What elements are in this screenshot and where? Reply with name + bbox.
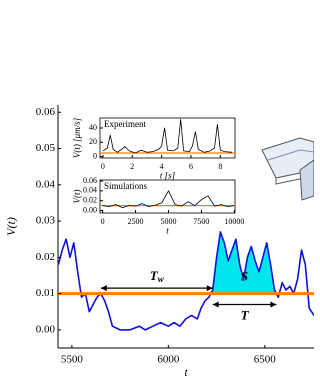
- y-tick-label: 0.05: [36, 142, 56, 154]
- x-tick-label: 2: [130, 162, 134, 171]
- x-tick-label: 5000: [160, 217, 176, 226]
- x-tick-label: 0: [101, 162, 105, 171]
- series-line: [58, 231, 314, 331]
- annotation-label: T: [241, 307, 250, 322]
- annotation-label: Tw: [150, 268, 165, 284]
- y-tick-label: 0.04: [36, 178, 56, 190]
- y-tick-label: 0: [93, 151, 97, 160]
- x-tick-label: 4: [160, 162, 164, 171]
- y-tick-label: 40: [89, 123, 97, 132]
- y-tick-label: 0.02: [36, 251, 55, 263]
- y-tick-label: 0.00: [83, 205, 97, 214]
- y-tick-label: 0.03: [36, 215, 56, 227]
- y-tick-label: 0.01: [36, 287, 55, 299]
- annotation-text: T: [241, 307, 250, 322]
- x-tick-label: 6000: [157, 353, 180, 365]
- y-axis-label: V(t) [μm/s]: [72, 117, 82, 158]
- x-tick-label: 5500: [61, 353, 84, 365]
- y-tick-label: 0.00: [36, 323, 56, 335]
- y-axis-label: V(t): [4, 217, 18, 236]
- y-tick-label: 0.06: [36, 106, 56, 118]
- illustration: [261, 137, 314, 201]
- annotation-text: T: [150, 268, 159, 283]
- inset-title: Experiment: [104, 119, 146, 129]
- x-axis-label: t: [184, 365, 188, 379]
- x-tick-label: 8: [218, 162, 222, 171]
- event-area: [212, 231, 275, 294]
- inset-title: Simulations: [104, 181, 148, 191]
- x-axis-label: t: [166, 226, 169, 236]
- y-tick-label: 0.06: [83, 176, 97, 185]
- series-line: [102, 190, 235, 208]
- x-tick-label: 7500: [193, 217, 209, 226]
- annotation-subscript: w: [158, 274, 165, 284]
- y-tick-label: 0.04: [83, 186, 97, 195]
- plot-frame: [99, 117, 236, 159]
- x-axis-label: t [s]: [160, 171, 176, 181]
- y-tick-label: 20: [89, 137, 97, 146]
- x-tick-label: 6: [189, 162, 193, 171]
- series-line: [102, 119, 233, 154]
- x-tick-label: 10000: [224, 217, 244, 226]
- x-tick-label: 0: [101, 217, 105, 226]
- y-tick-label: 0.02: [83, 196, 97, 205]
- y-axis-label: V(t): [72, 190, 82, 204]
- x-tick-label: 6500: [254, 353, 277, 365]
- x-tick-label: 2500: [128, 217, 144, 226]
- annotation-label: S: [241, 269, 248, 284]
